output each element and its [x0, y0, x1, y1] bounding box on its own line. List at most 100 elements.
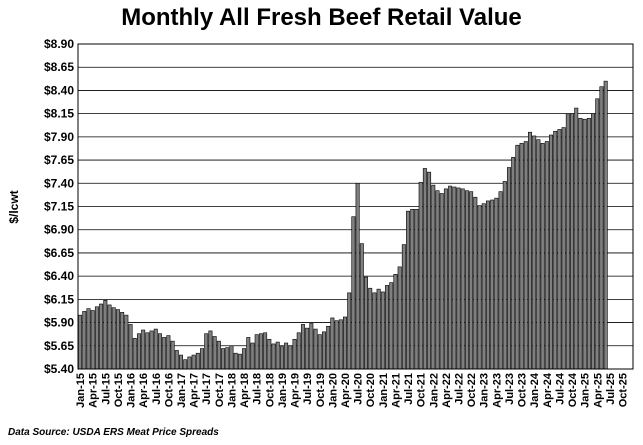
bar	[347, 292, 352, 370]
x-tick-label: Apr-19	[290, 373, 302, 408]
bar	[183, 359, 188, 370]
x-tick-label: Jul-23	[504, 373, 516, 405]
bar	[179, 354, 183, 370]
bar	[103, 299, 108, 370]
source-note: Data Source: USDA ERS Meat Price Spreads	[8, 427, 219, 438]
y-tick-label: $5.40	[44, 362, 74, 376]
bar	[359, 243, 364, 370]
y-tick-label: $5.65	[44, 339, 74, 353]
y-axis-ticks: $5.40 $5.65 $5.90 $6.15 $6.40 $6.65 $6.90 $7.15…	[44, 37, 74, 376]
x-tick-label: Apr-22	[441, 373, 453, 408]
bar	[519, 143, 524, 370]
x-tick-label: Oct-22	[466, 373, 478, 407]
x-tick-label: Jul-19	[302, 373, 314, 405]
bar	[208, 330, 213, 370]
y-tick-label: $8.90	[44, 37, 74, 51]
bar	[427, 171, 432, 370]
x-tick-label: Jan-15	[75, 373, 87, 408]
x-tick-label: Jan-16	[126, 373, 138, 408]
bar	[473, 196, 478, 370]
y-tick-label: $6.65	[44, 246, 74, 260]
bar	[99, 303, 104, 370]
bar	[120, 312, 125, 370]
bar	[591, 113, 596, 370]
x-tick-label: Jul-24	[554, 372, 566, 405]
bar	[90, 310, 95, 370]
bar	[195, 352, 200, 370]
x-tick-label: Apr-23	[491, 373, 503, 408]
bar	[443, 188, 448, 370]
bar	[225, 347, 230, 370]
x-tick-label: Oct-15	[113, 373, 125, 407]
bar	[115, 309, 120, 370]
bar	[506, 167, 511, 370]
bar	[389, 282, 394, 370]
chart-title: Monthly All Fresh Beef Retail Value	[121, 4, 522, 31]
bar	[94, 306, 99, 370]
bar	[557, 129, 562, 370]
bar	[448, 185, 453, 370]
bar	[166, 335, 171, 370]
bar	[536, 139, 541, 370]
bar	[431, 184, 436, 370]
bar	[321, 331, 326, 370]
x-tick-label: Apr-21	[390, 373, 402, 408]
bar	[515, 144, 520, 370]
bar	[380, 291, 385, 370]
bar	[246, 337, 251, 370]
bar	[528, 131, 532, 370]
y-tick-label: $7.40	[44, 176, 74, 190]
bar	[200, 348, 205, 370]
bar	[330, 317, 335, 370]
bar	[158, 333, 162, 370]
bar	[124, 314, 129, 370]
x-tick-label: Oct-21	[416, 373, 428, 407]
bar	[452, 186, 457, 370]
bar	[107, 304, 112, 370]
bar	[502, 181, 507, 370]
x-tick-label: Oct-25	[617, 373, 629, 407]
bar	[86, 308, 91, 370]
bar	[275, 341, 280, 370]
x-tick-label: Apr-25	[592, 373, 604, 408]
y-tick-label: $8.15	[44, 107, 74, 121]
x-tick-label: Jul-21	[403, 373, 415, 405]
x-tick-label: Oct-23	[517, 373, 529, 407]
bar	[372, 292, 377, 370]
bar	[191, 354, 196, 370]
bar	[603, 80, 608, 370]
bar	[149, 330, 154, 370]
bar	[334, 320, 339, 370]
bar	[532, 135, 537, 370]
x-tick-label: Apr-15	[88, 373, 100, 408]
x-tick-label: Apr-16	[138, 373, 150, 408]
bar	[136, 333, 141, 370]
x-tick-label: Apr-24	[542, 372, 554, 408]
y-tick-label: $6.90	[44, 223, 74, 237]
bar	[553, 130, 558, 370]
bar	[385, 285, 390, 370]
bar	[586, 117, 591, 370]
plot-frame	[77, 43, 634, 370]
bar	[263, 332, 268, 370]
x-tick-label: Oct-17	[214, 373, 226, 407]
bar	[313, 328, 318, 370]
bar	[565, 113, 570, 370]
y-tick-label: $6.15	[44, 292, 74, 306]
bar	[595, 98, 600, 370]
bar	[410, 208, 415, 370]
bar	[494, 197, 499, 370]
bar	[174, 350, 179, 370]
bar	[422, 168, 427, 370]
bar	[132, 338, 137, 370]
bar	[128, 324, 133, 370]
bar	[317, 334, 322, 370]
x-tick-label: Oct-19	[315, 373, 327, 407]
bar	[364, 276, 368, 370]
bar	[414, 208, 419, 370]
bar	[271, 343, 276, 370]
bar	[469, 191, 474, 370]
x-tick-label: Jul-16	[151, 373, 163, 405]
x-tick-label: Jan-20	[327, 373, 339, 408]
